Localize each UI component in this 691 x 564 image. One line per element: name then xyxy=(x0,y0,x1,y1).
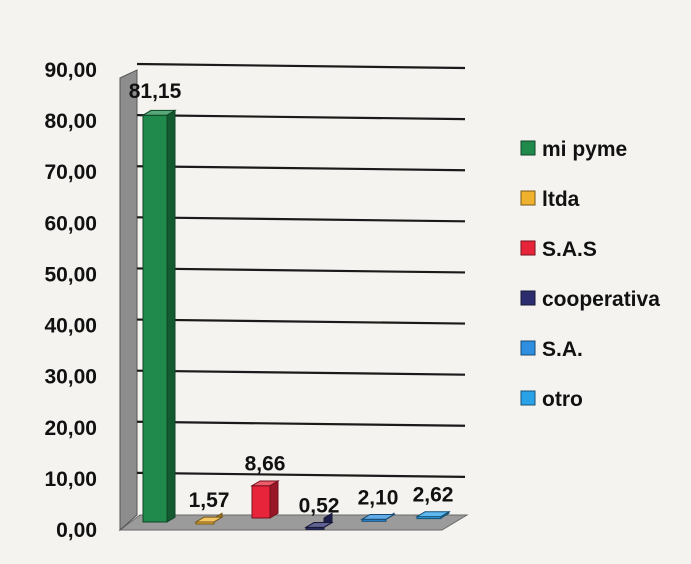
gridline xyxy=(136,369,466,376)
y-tick-label: 10,00 xyxy=(44,468,97,491)
bar-top xyxy=(250,480,280,487)
bar-mi pyme xyxy=(141,109,177,523)
bar-S.A.S xyxy=(250,480,280,519)
gridline xyxy=(136,165,466,172)
data-labels: 81,15 1,57 8,66 0,52 2,10 2,62 xyxy=(129,80,454,517)
legend-swatch xyxy=(520,290,536,306)
legend-item: mi pyme xyxy=(520,138,627,161)
legend-item: otro xyxy=(520,388,583,411)
legend-label: mi pyme xyxy=(542,138,627,161)
legend-swatch xyxy=(520,340,536,356)
legend-label: ltda xyxy=(542,188,580,211)
data-label: 2,62 xyxy=(413,484,454,507)
legend-label: S.A.S xyxy=(542,238,597,261)
data-label: 8,66 xyxy=(245,453,286,476)
y-tick-label: 40,00 xyxy=(44,315,97,338)
bar-front xyxy=(142,114,168,523)
y-tick-label: 60,00 xyxy=(44,212,97,235)
gridline xyxy=(136,216,466,223)
data-label: 0,52 xyxy=(299,494,340,517)
gridline xyxy=(136,114,466,121)
y-tick-label: 70,00 xyxy=(44,161,97,184)
legend-item: S.A.S xyxy=(520,238,597,261)
data-label: 1,57 xyxy=(189,489,230,512)
bar-ltda xyxy=(194,512,224,525)
bar-otro xyxy=(415,510,451,520)
y-axis-ticks: 0,00 10,00 20,00 30,00 40,00 50,00 60,00 70,00 8… xyxy=(44,59,97,542)
bar-S.A. xyxy=(360,512,396,522)
bar-cooperativa xyxy=(304,512,334,530)
bar-top xyxy=(194,516,224,523)
legend-swatch xyxy=(520,390,536,406)
data-label: 2,10 xyxy=(358,486,399,509)
y-tick-label: 50,00 xyxy=(44,263,97,286)
legend-item: ltda xyxy=(520,188,580,211)
data-label: 81,15 xyxy=(129,80,182,103)
bar-top xyxy=(415,511,451,518)
bar-front xyxy=(251,485,271,519)
gridline xyxy=(136,318,466,325)
y-tick-label: 90,00 xyxy=(44,59,97,82)
bar-top xyxy=(141,109,177,116)
y-tick-label: 30,00 xyxy=(44,366,97,389)
legend: mi pyme ltda S.A.S cooperativa S.A. otro xyxy=(520,138,660,411)
legend-item: cooperativa xyxy=(520,288,660,311)
legend-swatch xyxy=(520,240,536,256)
legend-label: otro xyxy=(542,388,583,411)
legend-item: S.A. xyxy=(520,338,583,361)
gridline xyxy=(136,471,466,478)
bar-side xyxy=(166,109,176,523)
gridline xyxy=(136,420,466,427)
bar-top xyxy=(304,522,334,528)
legend-label: cooperativa xyxy=(542,288,660,311)
gridline xyxy=(136,62,466,70)
y-tick-label: 0,00 xyxy=(56,519,97,542)
y-tick-label: 80,00 xyxy=(44,110,97,133)
legend-swatch xyxy=(520,140,536,156)
bars xyxy=(141,109,451,530)
bar-top xyxy=(360,513,396,520)
legend-label: S.A. xyxy=(542,338,583,361)
bar-side xyxy=(269,480,279,519)
y-tick-label: 20,00 xyxy=(44,417,97,440)
chart-side-wall xyxy=(119,69,138,532)
legend-swatch xyxy=(520,190,536,206)
gridlines xyxy=(136,62,466,478)
gridline xyxy=(136,267,466,274)
